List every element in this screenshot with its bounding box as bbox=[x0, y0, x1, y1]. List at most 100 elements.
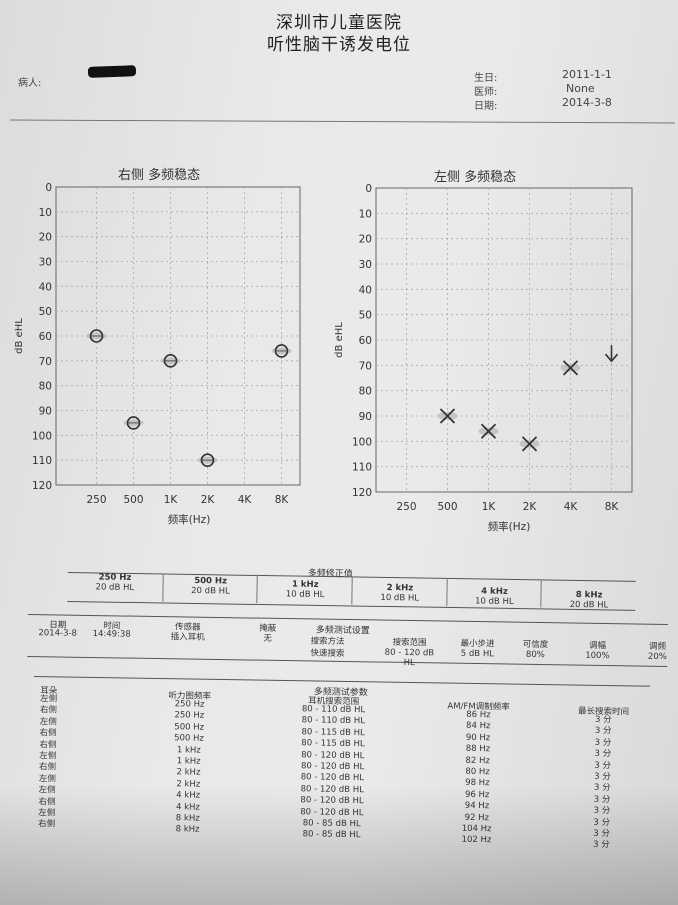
y-tick-label: 90 bbox=[39, 406, 52, 418]
params-cell: 80 - 85 dB HL bbox=[302, 829, 361, 841]
params-cell: 右侧 bbox=[38, 762, 57, 773]
y-tick-label: 80 bbox=[359, 386, 372, 398]
correction-column: 500 Hz 20 dB HL bbox=[161, 573, 259, 603]
params-cell: 102 Hz bbox=[461, 835, 492, 846]
params-cell: 80 - 85 dB HL bbox=[302, 818, 361, 830]
params-table: 多频测试参数 耳朵 听力图频率 耳机搜索范围 AM/FM调制频率 最长搜索时间 左侧 25… bbox=[33, 676, 650, 850]
params-cell: 3 分 bbox=[594, 771, 611, 783]
y-tick-label: 50 bbox=[39, 306, 52, 318]
params-cell: 右侧 bbox=[38, 796, 56, 807]
params-cell: 80 - 120 dB HL bbox=[301, 749, 365, 761]
x-tick-label: 2K bbox=[201, 494, 216, 506]
params-cell: 3 分 bbox=[593, 794, 611, 805]
params-cell: 500 Hz bbox=[174, 733, 205, 744]
params-cell: 3 分 bbox=[594, 737, 612, 748]
params-cell: 3 分 bbox=[594, 714, 612, 726]
x-axis-label: 频率(Hz) bbox=[168, 513, 211, 526]
right-ear-marker bbox=[160, 354, 181, 368]
params-cell: 80 - 120 dB HL bbox=[300, 772, 365, 784]
y-tick-label: 100 bbox=[32, 430, 52, 442]
params-cell: 3 分 bbox=[593, 828, 610, 840]
settings-value: 80% bbox=[525, 649, 545, 661]
params-cell: 82 Hz bbox=[465, 755, 490, 766]
y-tick-label: 80 bbox=[39, 381, 52, 393]
left-ear-audiogram: 0 10 20 30 40 50 60 70 80 90 100 110 120 250 500 1K 2K 4K… bbox=[334, 183, 633, 533]
y-tick-label: 30 bbox=[39, 257, 52, 269]
params-cell: 80 Hz bbox=[465, 766, 490, 778]
correction-column: 4 kHz 10 dB HL bbox=[445, 577, 543, 608]
y-tick-label: 0 bbox=[365, 183, 372, 195]
params-cell: 250 Hz bbox=[174, 710, 205, 722]
right-ear-marker bbox=[197, 453, 218, 467]
params-cell: 4 kHz bbox=[176, 790, 201, 801]
right-ear-audiogram: 0 10 20 30 40 50 60 70 80 90 100 110 120 250 500 1K 2K 4K… bbox=[14, 182, 301, 526]
correction-value: 20 dB HL bbox=[191, 585, 230, 597]
params-cell: 2 kHz bbox=[176, 779, 201, 790]
params-cell: 98 Hz bbox=[465, 778, 490, 789]
y-tick-label: 10 bbox=[359, 208, 372, 220]
correction-column: 2 kHz 10 dB HL bbox=[351, 576, 448, 606]
params-cell: 3 分 bbox=[594, 749, 612, 760]
x-tick-label: 2K bbox=[523, 501, 538, 513]
correction-value: 20 dB HL bbox=[569, 599, 609, 611]
doctor-value: None bbox=[566, 82, 595, 95]
y-tick-label: 50 bbox=[359, 310, 372, 322]
x-tick-label: 500 bbox=[437, 501, 457, 513]
params-cell: 80 - 120 dB HL bbox=[300, 783, 364, 795]
settings-value: 2014-3-8 bbox=[38, 628, 78, 639]
y-axis-label: dB eHL bbox=[334, 322, 345, 358]
settings-header: 调频 bbox=[648, 641, 667, 653]
left-ear-marker bbox=[560, 360, 581, 376]
settings-value: 5 dB HL bbox=[460, 648, 495, 660]
params-cell: 8 kHz bbox=[175, 813, 200, 824]
right-chart-title: 右侧 多频稳态 bbox=[118, 168, 201, 183]
left-ear-marker bbox=[478, 423, 499, 439]
y-tick-label: 10 bbox=[39, 207, 52, 219]
correction-value: 20 dB HL bbox=[95, 582, 135, 594]
correction-value: 10 dB HL bbox=[380, 592, 420, 604]
params-cell: 右侧 bbox=[38, 819, 56, 830]
params-cell: 94 Hz bbox=[464, 800, 490, 812]
plot-frame bbox=[375, 187, 633, 493]
y-tick-label: 60 bbox=[39, 331, 52, 343]
correction-column: 1 kHz 10 dB HL bbox=[256, 574, 353, 605]
params-cell: 3 分 bbox=[593, 817, 611, 828]
x-tick-label: 1K bbox=[482, 501, 497, 513]
y-tick-label: 110 bbox=[352, 462, 372, 474]
params-cell: 1 kHz bbox=[176, 744, 201, 756]
x-tick-label: 8K bbox=[275, 494, 290, 506]
y-tick-label: 20 bbox=[39, 232, 52, 244]
params-cell: 右侧 bbox=[39, 728, 57, 739]
params-cell: 3 分 bbox=[594, 760, 612, 771]
y-tick-label: 120 bbox=[352, 487, 372, 499]
params-cell: 80 - 110 dB HL bbox=[301, 715, 366, 727]
birthdate-value: 2011-1-1 bbox=[562, 68, 612, 81]
left-chart-title: 左侧 多频稳态 bbox=[434, 170, 517, 185]
right-ear-marker bbox=[123, 416, 144, 430]
x-tick-label: 4K bbox=[238, 494, 253, 506]
params-cell: 3 分 bbox=[593, 805, 611, 817]
x-tick-label: 250 bbox=[86, 494, 106, 506]
x-tick-label: 1K bbox=[164, 494, 179, 506]
params-cell: 84 Hz bbox=[465, 721, 491, 732]
date-label: 日期: bbox=[474, 101, 498, 112]
y-tick-label: 30 bbox=[359, 259, 372, 271]
left-ear-marker bbox=[437, 408, 458, 424]
y-tick-label: 100 bbox=[352, 436, 372, 448]
settings-header: 调幅 bbox=[588, 640, 607, 652]
correction-column: 250 Hz 20 dB HL bbox=[67, 572, 162, 601]
x-tick-label: 500 bbox=[123, 494, 143, 506]
no-response-marker bbox=[604, 345, 619, 363]
settings-value: 快速搜索 bbox=[310, 648, 345, 659]
settings-value: 100% bbox=[585, 650, 610, 662]
params-cell: 左侧 bbox=[38, 808, 56, 819]
y-tick-label: 20 bbox=[359, 234, 372, 246]
params-cell: 80 - 120 dB HL bbox=[300, 806, 364, 818]
params-cell: 2 kHz bbox=[176, 767, 201, 779]
params-cell: 3 分 bbox=[594, 726, 612, 737]
params-cell: 左侧 bbox=[39, 716, 57, 728]
params-cell: 8 kHz bbox=[175, 824, 200, 836]
settings-header: 可信度 bbox=[522, 639, 549, 651]
x-axis-label: 频率(Hz) bbox=[488, 520, 531, 533]
